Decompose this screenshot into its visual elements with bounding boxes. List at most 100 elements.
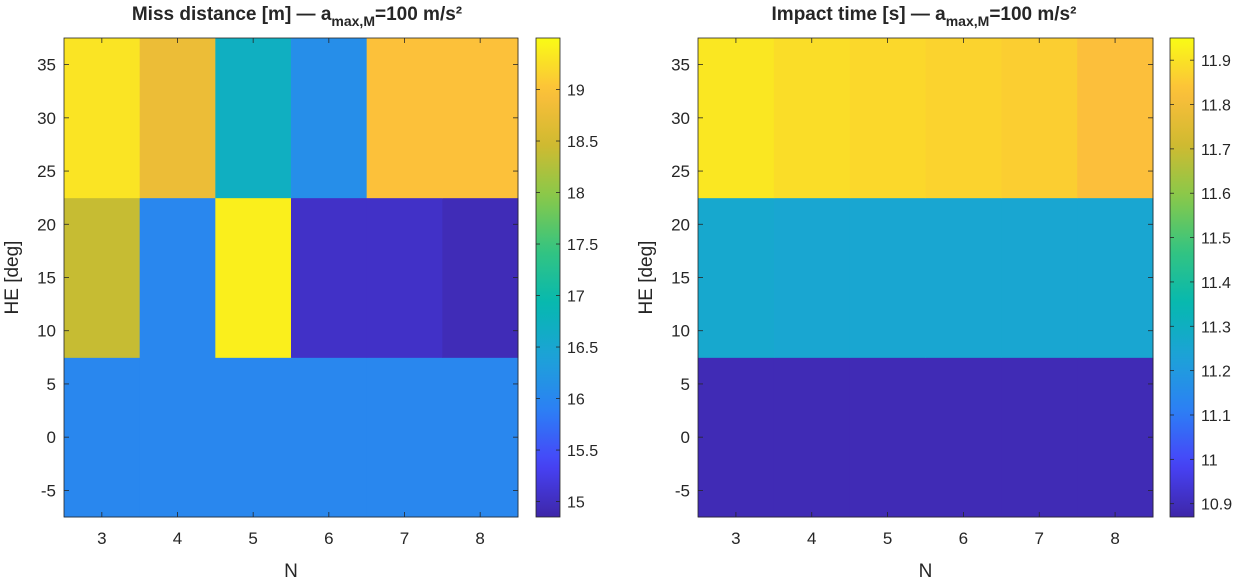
colorbar-tick-label: 17.5: [567, 237, 598, 254]
y-tick-label: 5: [681, 375, 690, 394]
colorbar-tick-label: 11.9: [1201, 53, 1231, 70]
colorbar-tick-label: 11.8: [1201, 98, 1231, 115]
title-main: Miss distance [m] — a: [132, 4, 332, 25]
heatmap-cell: [849, 197, 926, 358]
y-tick-label: 20: [671, 215, 690, 234]
chart-title: Impact time [s] — amax,M=100 m/s²: [772, 4, 1077, 29]
colorbar: [536, 38, 560, 517]
colorbar-tick-label: 19: [567, 83, 585, 100]
y-tick-label: -5: [41, 481, 56, 500]
x-tick-label: 5: [248, 529, 257, 548]
colorbar: [1170, 38, 1194, 517]
heatmap-cell: [773, 197, 851, 358]
heatmap-panel-1: -5 0 5 10 15 20 25 30 35 3 4 5 6 7 8 N HE [deg] Miss dist…: [2, 4, 598, 582]
y-tick-label: -5: [675, 481, 690, 500]
colorbar-tick-label: 15.5: [567, 443, 598, 460]
y-tick-label: 0: [47, 428, 56, 447]
heatmap-cell: [1077, 38, 1154, 199]
heatmap-cell: [366, 197, 443, 358]
colorbar-tick-label: 10.9: [1201, 497, 1232, 514]
y-tick-label: 10: [671, 322, 690, 341]
x-tick-label: 3: [97, 529, 106, 548]
heatmap-cell: [773, 357, 851, 518]
y-axis-label: HE [deg]: [2, 241, 23, 315]
heatmap-cell: [366, 38, 443, 199]
heatmap-cell: [1001, 38, 1078, 199]
heatmap-cell: [139, 357, 216, 518]
heatmap-cell: [849, 357, 926, 518]
x-tick-label: 6: [959, 529, 968, 548]
title-main: Impact time [s] — a: [772, 4, 947, 25]
colorbar-tick-label: 11.7: [1201, 142, 1231, 159]
heatmap-cell: [64, 197, 141, 358]
y-tick-label: 10: [37, 322, 56, 341]
heatmap-cell: [291, 197, 368, 358]
heatmap-cells: [698, 38, 1154, 518]
colorbar-tick-label: 11.4: [1201, 275, 1231, 292]
x-axis-label: N: [919, 561, 933, 580]
colorbar-tick-label: 11.3: [1201, 319, 1231, 336]
heatmap-cell: [1077, 357, 1154, 518]
y-tick-label: 0: [681, 428, 690, 447]
heatmap-cell: [64, 357, 141, 518]
colorbar-tick-label: 11.6: [1201, 186, 1231, 203]
heatmap-cell: [442, 38, 519, 199]
heatmap-cell: [139, 197, 216, 358]
heatmap-cell: [139, 38, 216, 199]
heatmap-cell: [698, 38, 775, 199]
y-axis-label: HE [deg]: [636, 241, 657, 315]
heatmap-cell: [291, 38, 368, 199]
x-axis-label: N: [284, 561, 298, 580]
heatmap-cell: [215, 197, 292, 358]
x-tick-label: 5: [883, 529, 892, 548]
colorbar-tick-label: 11.1: [1201, 408, 1231, 425]
y-tick-label: 35: [671, 56, 690, 75]
title-subscript: max,M: [331, 13, 375, 29]
heatmap-cell: [215, 38, 292, 199]
x-tick-label: 6: [324, 529, 333, 548]
x-tick-label: 3: [731, 529, 740, 548]
heatmap-cell: [773, 38, 851, 199]
heatmap-cell: [291, 357, 368, 518]
heatmap-cell: [215, 357, 292, 518]
colorbar-tick-label: 11.2: [1201, 364, 1231, 381]
colorbar-tick-label: 15: [567, 495, 585, 512]
x-tick-label: 4: [807, 529, 816, 548]
x-tick-label: 7: [1035, 529, 1044, 548]
x-tick-label: 7: [400, 529, 409, 548]
heatmap-cell: [442, 197, 519, 358]
y-tick-label: 25: [37, 162, 56, 181]
y-tick-label: 20: [37, 215, 56, 234]
colorbar-tick-label: 11.5: [1201, 231, 1231, 248]
y-tick-label: 15: [37, 269, 56, 288]
colorbar-tick-label: 11: [1201, 452, 1218, 469]
heatmap-cell: [849, 38, 926, 199]
y-tick-label: 35: [37, 56, 56, 75]
heatmap-cell: [64, 38, 141, 199]
heatmap-cell: [1001, 357, 1078, 518]
y-tick-label: 5: [47, 375, 56, 394]
y-tick-label: 30: [37, 109, 56, 128]
colorbar-frame: [535, 37, 561, 518]
y-tick-label: 30: [671, 109, 690, 128]
heatmap-cell: [698, 357, 775, 518]
colorbar-tick-label: 18.5: [567, 134, 598, 151]
heatmap-cell: [1077, 197, 1154, 358]
x-tick-label: 8: [475, 529, 484, 548]
title-subscript: max,M: [946, 13, 990, 29]
colorbar-tick-label: 18: [567, 186, 585, 203]
x-tick-label: 8: [1110, 529, 1119, 548]
heatmap-cell: [925, 197, 1002, 358]
title-tail: =100 m/s²: [989, 4, 1076, 25]
colorbar-tick-label: 17: [567, 289, 585, 306]
heatmap-cell: [925, 38, 1002, 199]
heatmap-cell: [925, 357, 1002, 518]
colorbar-tick-label: 16: [567, 392, 585, 409]
heatmap-cell: [1001, 197, 1078, 358]
heatmap-cell: [366, 357, 443, 518]
x-tick-label: 4: [173, 529, 182, 548]
title-tail: =100 m/s²: [375, 4, 462, 25]
colorbar-frame: [1169, 37, 1195, 518]
